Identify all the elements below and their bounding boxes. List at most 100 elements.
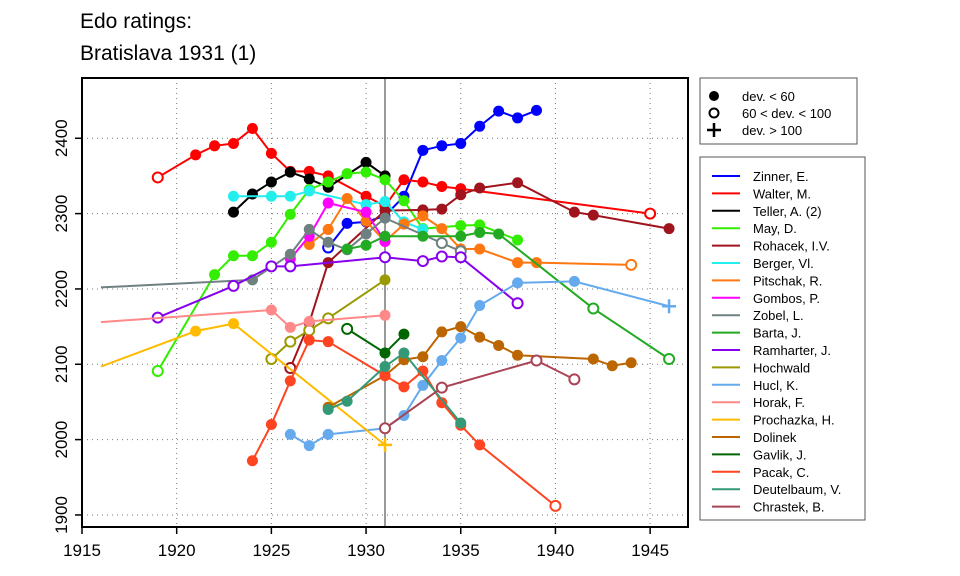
data-point-open [587,302,600,315]
data-point [303,238,315,250]
x-tick-label: 1925 [252,541,290,560]
data-point [360,156,372,168]
data-point [455,321,467,333]
data-point [341,217,353,229]
y-tick-label: 2400 [52,119,71,157]
data-point-open [511,297,524,310]
data-point [379,274,391,286]
data-point [360,239,372,251]
data-point-open [151,365,164,378]
data-point [436,203,448,215]
data-point-open [303,324,316,337]
legend-label: Pacak, C. [753,465,809,480]
data-point [512,257,524,269]
legend-label: Dolinek [753,430,797,445]
data-point [360,166,372,178]
data-point [190,325,202,337]
series-hochwald [265,274,391,366]
legend-label: Berger, Vl. [753,256,814,271]
x-tick-label: 1940 [537,541,575,560]
data-point-open [284,260,297,273]
x-tick-label: 1930 [347,541,385,560]
series-line [157,255,519,319]
data-point [455,138,467,150]
data-point-open [568,373,581,386]
data-point [625,357,637,369]
data-point [246,455,258,467]
legend-label: Ramharter, J. [753,343,831,358]
data-point-open [379,422,391,435]
data-point-open [549,499,562,512]
data-point [436,180,448,192]
legend-label: Barta, J. [753,326,801,341]
data-point [228,250,239,262]
series-line [100,309,386,329]
data-point-plus [378,437,392,452]
data-point [303,185,315,197]
data-point-open [625,258,638,271]
data-point [568,206,580,218]
data-point [322,223,334,235]
data-point [303,173,315,185]
series-barta-j- [341,226,676,366]
data-point-open [341,322,354,335]
data-point [436,223,448,235]
data-point [436,397,448,409]
data-point [417,230,429,242]
data-point [322,336,334,348]
data-point-open [379,251,391,264]
open-circle-icon [708,107,720,119]
data-point [360,190,372,202]
data-point [398,381,410,393]
data-point [398,328,410,340]
marker-legend: dev. < 60 60 < dev. < 100 dev. > 100 [699,77,858,145]
data-point [474,120,486,132]
data-point [322,428,334,440]
data-point [379,205,391,217]
series-legend-box [699,156,866,521]
legend-label: Deutelbaum, V. [753,482,841,497]
data-point [322,176,334,188]
data-point [265,176,277,188]
data-point [360,228,372,240]
series-hucl-k- [284,275,677,452]
data-point [360,215,372,227]
data-point [493,228,505,240]
data-point [455,417,467,429]
data-point [512,234,524,246]
data-point [265,236,277,248]
series-line [157,127,651,215]
data-point [474,439,486,451]
data-point [246,122,258,134]
data-point [568,275,580,287]
data-point [379,212,391,224]
data-point [284,208,296,220]
series-line [346,328,405,355]
data-point [246,188,258,200]
filled-circle-icon [709,91,719,101]
series-prochazka-h- [100,318,392,452]
data-point [303,334,315,346]
y-tick-label: 2000 [52,421,71,459]
data-point-plus [662,299,677,314]
data-point [379,347,391,359]
data-point [436,355,448,367]
data-point [284,428,296,440]
data-point [284,190,296,202]
data-point [512,112,524,124]
series-chrastek-b- [379,354,581,435]
data-point [531,104,542,116]
data-point [284,166,296,178]
series-deutelbaum-v- [322,347,467,429]
data-point-open [454,251,467,264]
data-point [284,248,296,260]
legend-label: Rohacek, I.V. [753,239,830,254]
marker-legend-box [699,77,858,145]
data-point [417,210,429,222]
data-point [436,326,448,338]
data-point [474,331,486,343]
data-point [379,361,391,373]
data-point-open [284,335,297,348]
data-point [379,370,391,382]
